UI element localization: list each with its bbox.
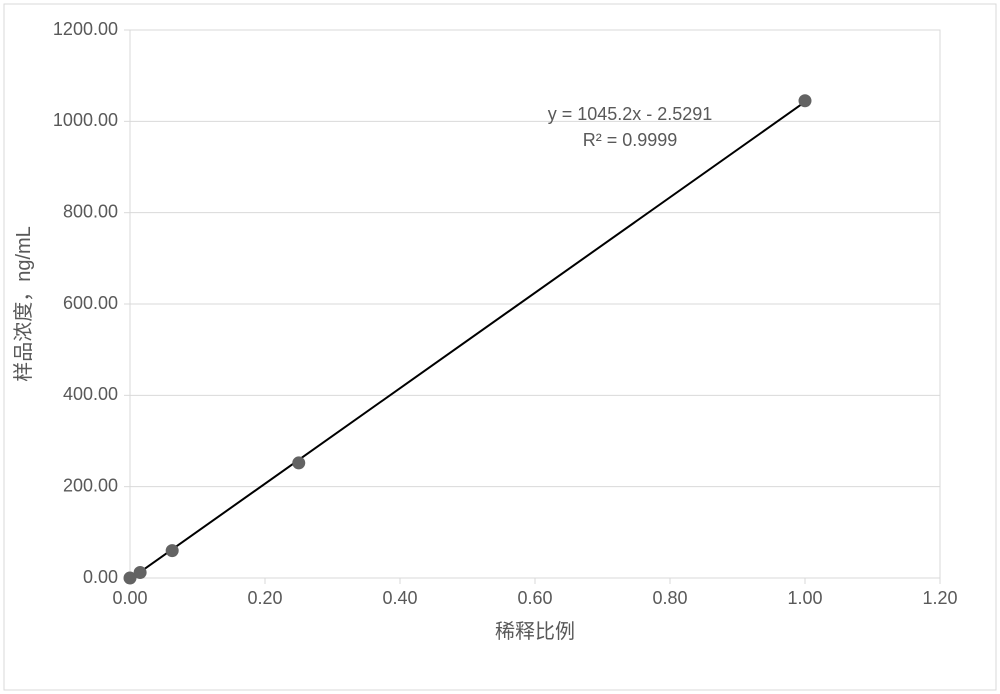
r-squared-label: R² = 0.9999: [583, 130, 678, 150]
x-tick-label: 0.20: [247, 588, 282, 608]
y-tick-label: 200.00: [63, 475, 118, 495]
x-tick-label: 0.60: [517, 588, 552, 608]
y-tick-label: 600.00: [63, 293, 118, 313]
y-axis-label: 样品浓度，ng/mL: [12, 226, 35, 382]
data-point: [134, 567, 146, 579]
y-tick-label: 400.00: [63, 384, 118, 404]
x-axis-label: 稀释比例: [495, 620, 575, 643]
x-tick-label: 0.80: [652, 588, 687, 608]
equation-label: y = 1045.2x - 2.5291: [548, 104, 713, 124]
y-tick-label: 800.00: [63, 201, 118, 221]
y-tick-label: 1200.00: [53, 19, 118, 39]
x-tick-label: 0.40: [382, 588, 417, 608]
x-tick-label: 1.00: [787, 588, 822, 608]
x-tick-label: 1.20: [922, 588, 957, 608]
data-point: [799, 95, 811, 107]
data-point: [166, 545, 178, 557]
y-tick-label: 1000.00: [53, 110, 118, 130]
data-point: [293, 457, 305, 469]
y-tick-label: 0.00: [83, 567, 118, 587]
x-tick-label: 0.00: [112, 588, 147, 608]
